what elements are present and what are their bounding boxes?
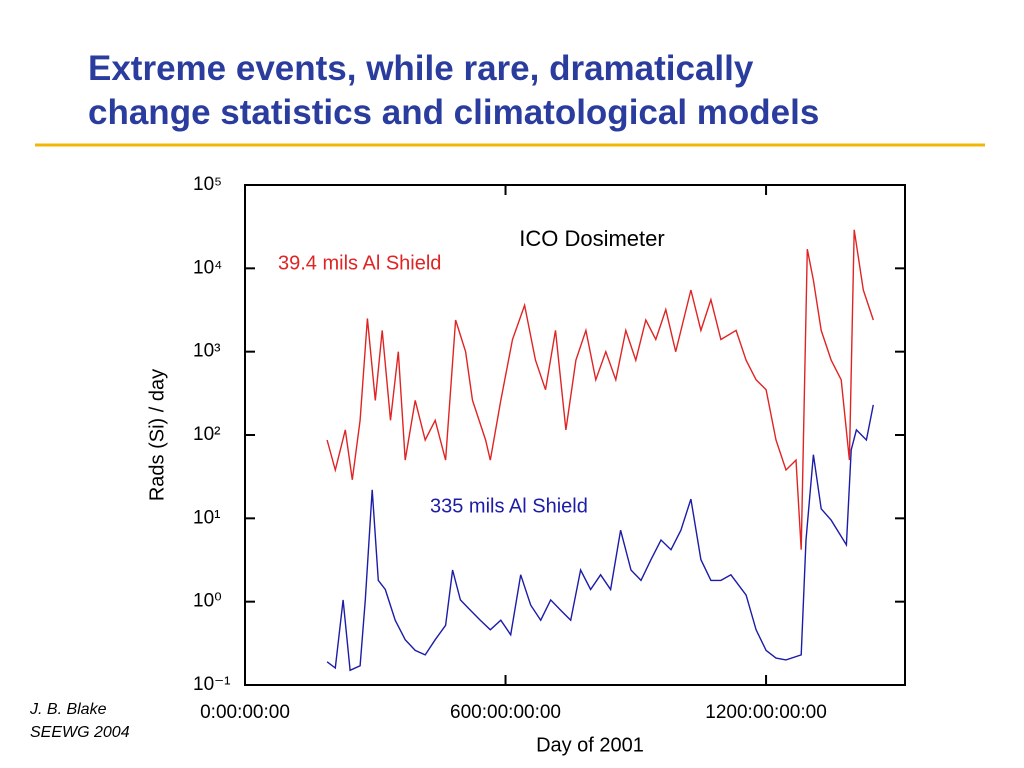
- y-tick-label: 10³: [193, 341, 220, 362]
- y-tick-label: 10⁻¹: [193, 674, 231, 695]
- credit: J. B. Blake: [29, 701, 107, 718]
- y-tick-label: 10⁵: [193, 174, 222, 195]
- y-tick-label: 10¹: [193, 507, 220, 528]
- series-label: 335 mils Al Shield: [430, 495, 588, 517]
- x-tick-label: 0:00:00:00: [200, 702, 290, 723]
- series-line: [326, 229, 874, 550]
- y-tick-label: 10²: [193, 424, 220, 445]
- x-axis-label: Day of 2001: [536, 734, 644, 756]
- slide-title: Extreme events, while rare, dramatically: [88, 49, 754, 88]
- series-line: [326, 404, 874, 672]
- credit: SEEWG 2004: [30, 724, 130, 741]
- slide-title: change statistics and climatological mod…: [88, 93, 819, 132]
- y-tick-label: 10⁴: [193, 257, 222, 278]
- x-tick-label: 1200:00:00:00: [705, 702, 827, 723]
- x-tick-label: 600:00:00:00: [450, 702, 561, 723]
- y-tick-label: 10⁰: [193, 591, 222, 612]
- chart-title: ICO Dosimeter: [519, 226, 664, 251]
- y-axis-label: Rads (Si) / day: [146, 369, 168, 501]
- series-label: 39.4 mils Al Shield: [278, 252, 441, 274]
